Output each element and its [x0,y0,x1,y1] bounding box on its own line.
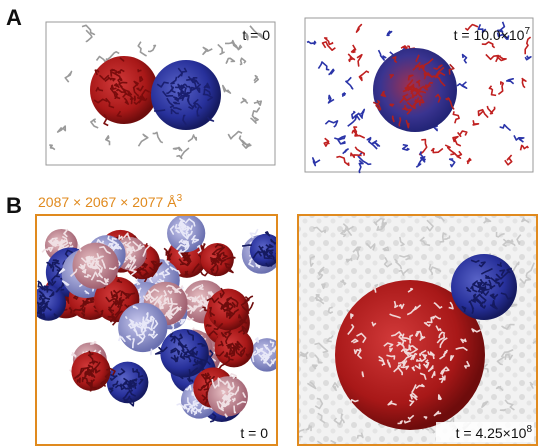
simulation-snapshot [31,214,284,422]
time-value: t = 4.25×10 [456,425,527,441]
peptide-chain [86,260,88,262]
figure: A t = 0 t = 10.0×107 B 2087 × 2067 × 207… [0,0,539,448]
box-size-exponent: 3 [177,193,183,204]
box-size: 2087 × 2067 × 2077 Å3 [38,193,183,210]
peptide-chain [185,271,188,275]
time-label: t = 10.0×107 [454,26,531,43]
time-exponent: 8 [526,424,532,435]
time-value: t = 10.0×10 [454,27,525,43]
condensate [107,362,149,404]
time-label: t = 0 [240,425,268,441]
panel-label: A [6,5,22,30]
peptide-chain [277,237,283,241]
peptide-chain [206,325,211,327]
time-label: t = 4.25×108 [456,424,533,441]
peptide-chain [446,99,450,100]
peptide-chain [118,303,119,308]
peptide-chain [134,379,138,381]
panel-label: B [6,193,22,218]
peptide-chain [126,317,127,319]
box-size-value: 2087 × 2067 × 2077 Å [38,194,177,210]
peptide-chain [278,247,283,252]
peptide-chain [61,290,64,291]
peptide-chain [501,409,506,410]
time-exponent: 7 [524,26,530,37]
peptide-chain [342,93,345,96]
condensate [207,289,249,331]
page: {"panels": [ {"label": "A", "images": [{… [0,0,539,448]
peptide-chain [215,320,216,324]
time-label: t = 0 [242,27,270,43]
peptide-chain [135,96,136,101]
